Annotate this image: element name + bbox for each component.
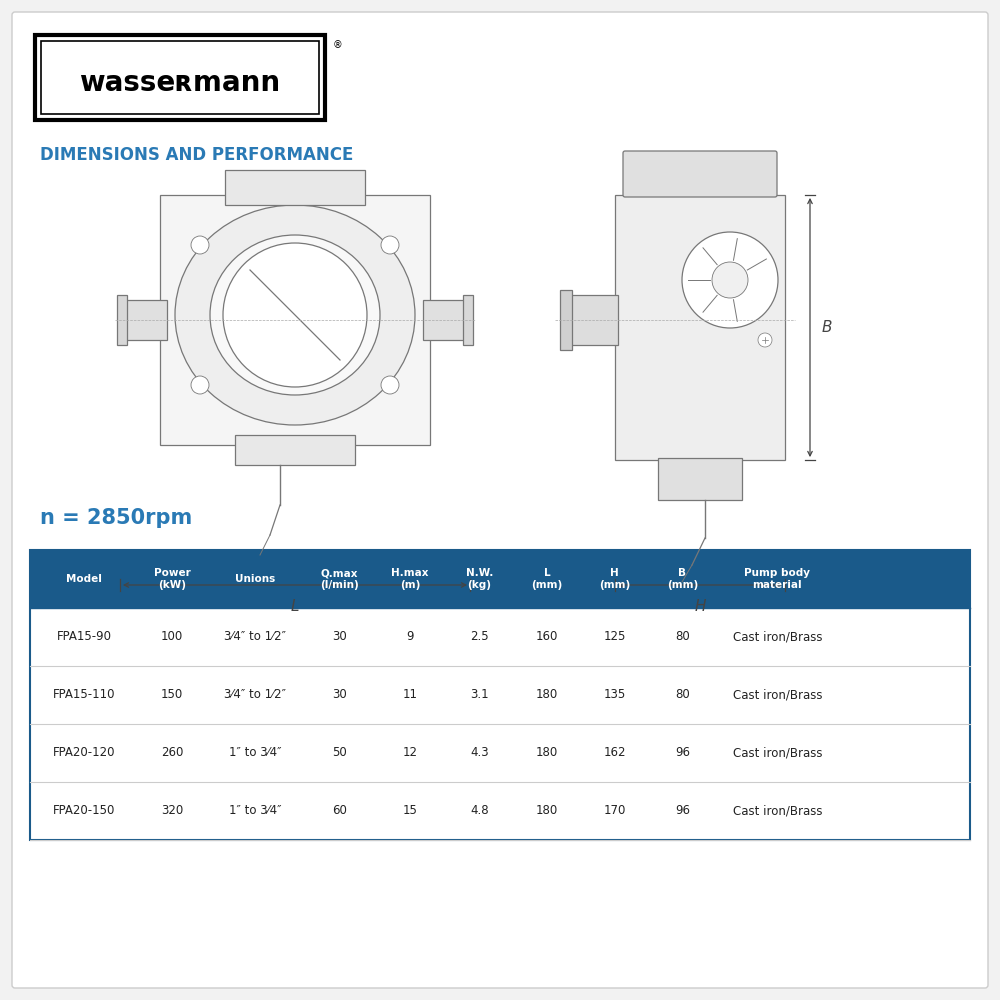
Text: 135: 135 [604,688,626,702]
Text: 4.8: 4.8 [470,804,489,818]
Text: Unions: Unions [235,574,275,584]
Text: 1″ to 3⁄4″: 1″ to 3⁄4″ [229,804,281,818]
Text: FPA15-110: FPA15-110 [53,688,115,702]
Circle shape [381,236,399,254]
Text: 2.5: 2.5 [470,631,489,644]
FancyBboxPatch shape [160,195,430,445]
Text: Cast iron/Brass: Cast iron/Brass [733,631,822,644]
Text: 80: 80 [675,631,690,644]
Text: FPA20-150: FPA20-150 [53,804,115,818]
Text: 150: 150 [161,688,183,702]
FancyBboxPatch shape [623,151,777,197]
Text: 60: 60 [332,804,347,818]
Text: FPA20-120: FPA20-120 [53,746,115,760]
FancyBboxPatch shape [30,666,970,724]
Text: 15: 15 [403,804,418,818]
Text: B: B [822,320,832,335]
Text: 160: 160 [536,631,558,644]
Text: 30: 30 [332,688,347,702]
FancyBboxPatch shape [117,295,127,345]
Text: n = 2850rpm: n = 2850rpm [40,508,192,528]
Circle shape [758,333,772,347]
Text: FPA15-90: FPA15-90 [57,631,112,644]
Text: Cast iron/Brass: Cast iron/Brass [733,746,822,760]
Text: Cast iron/Brass: Cast iron/Brass [733,804,822,818]
Text: 11: 11 [403,688,418,702]
Text: Model: Model [66,574,102,584]
Text: Pump body
material: Pump body material [744,568,810,590]
Text: N.W.
(kg): N.W. (kg) [466,568,493,590]
Text: 96: 96 [675,746,690,760]
Text: 4.3: 4.3 [470,746,489,760]
Text: L: L [291,599,299,614]
Circle shape [682,232,778,328]
Text: DIMENSIONS AND PERFORMANCE: DIMENSIONS AND PERFORMANCE [40,146,353,164]
Text: 9: 9 [406,631,414,644]
FancyBboxPatch shape [35,35,325,120]
Text: 1″ to 3⁄4″: 1″ to 3⁄4″ [229,746,281,760]
FancyBboxPatch shape [30,724,970,782]
FancyBboxPatch shape [560,290,572,350]
Text: ®: ® [333,40,343,50]
Text: 96: 96 [675,804,690,818]
FancyBboxPatch shape [235,435,355,465]
Text: 100: 100 [161,631,183,644]
Text: 162: 162 [603,746,626,760]
Circle shape [223,243,367,387]
Text: Cast iron/Brass: Cast iron/Brass [733,688,822,702]
Text: 30: 30 [332,631,347,644]
Text: 3.1: 3.1 [470,688,489,702]
Ellipse shape [210,235,380,395]
Circle shape [381,376,399,394]
Text: B
(mm): B (mm) [667,568,698,590]
Text: L
(mm): L (mm) [531,568,563,590]
Text: H
(mm): H (mm) [599,568,630,590]
Text: H: H [694,599,706,614]
Text: 80: 80 [675,688,690,702]
FancyBboxPatch shape [463,295,473,345]
Text: 260: 260 [161,746,183,760]
Text: Q.max
(l/min): Q.max (l/min) [320,568,359,590]
Circle shape [191,236,209,254]
FancyBboxPatch shape [225,170,365,205]
FancyBboxPatch shape [30,550,970,608]
Text: 180: 180 [536,688,558,702]
Text: 170: 170 [603,804,626,818]
Text: 320: 320 [161,804,183,818]
FancyBboxPatch shape [658,458,742,500]
Text: wasseʀmann: wasseʀmann [79,69,281,97]
Text: 180: 180 [536,746,558,760]
FancyBboxPatch shape [570,295,618,345]
FancyBboxPatch shape [30,782,970,840]
FancyBboxPatch shape [12,12,988,988]
Circle shape [712,262,748,298]
Text: 180: 180 [536,804,558,818]
Text: 12: 12 [403,746,418,760]
Text: H.max
(m): H.max (m) [391,568,429,590]
Text: 3⁄4″ to 1⁄2″: 3⁄4″ to 1⁄2″ [224,631,286,644]
Text: Power
(kW): Power (kW) [154,568,190,590]
FancyBboxPatch shape [30,608,970,666]
FancyBboxPatch shape [423,300,465,340]
FancyBboxPatch shape [125,300,167,340]
Text: 3⁄4″ to 1⁄2″: 3⁄4″ to 1⁄2″ [224,688,286,702]
Text: 50: 50 [332,746,347,760]
Ellipse shape [175,205,415,425]
Circle shape [191,376,209,394]
FancyBboxPatch shape [615,195,785,460]
Text: 125: 125 [603,631,626,644]
